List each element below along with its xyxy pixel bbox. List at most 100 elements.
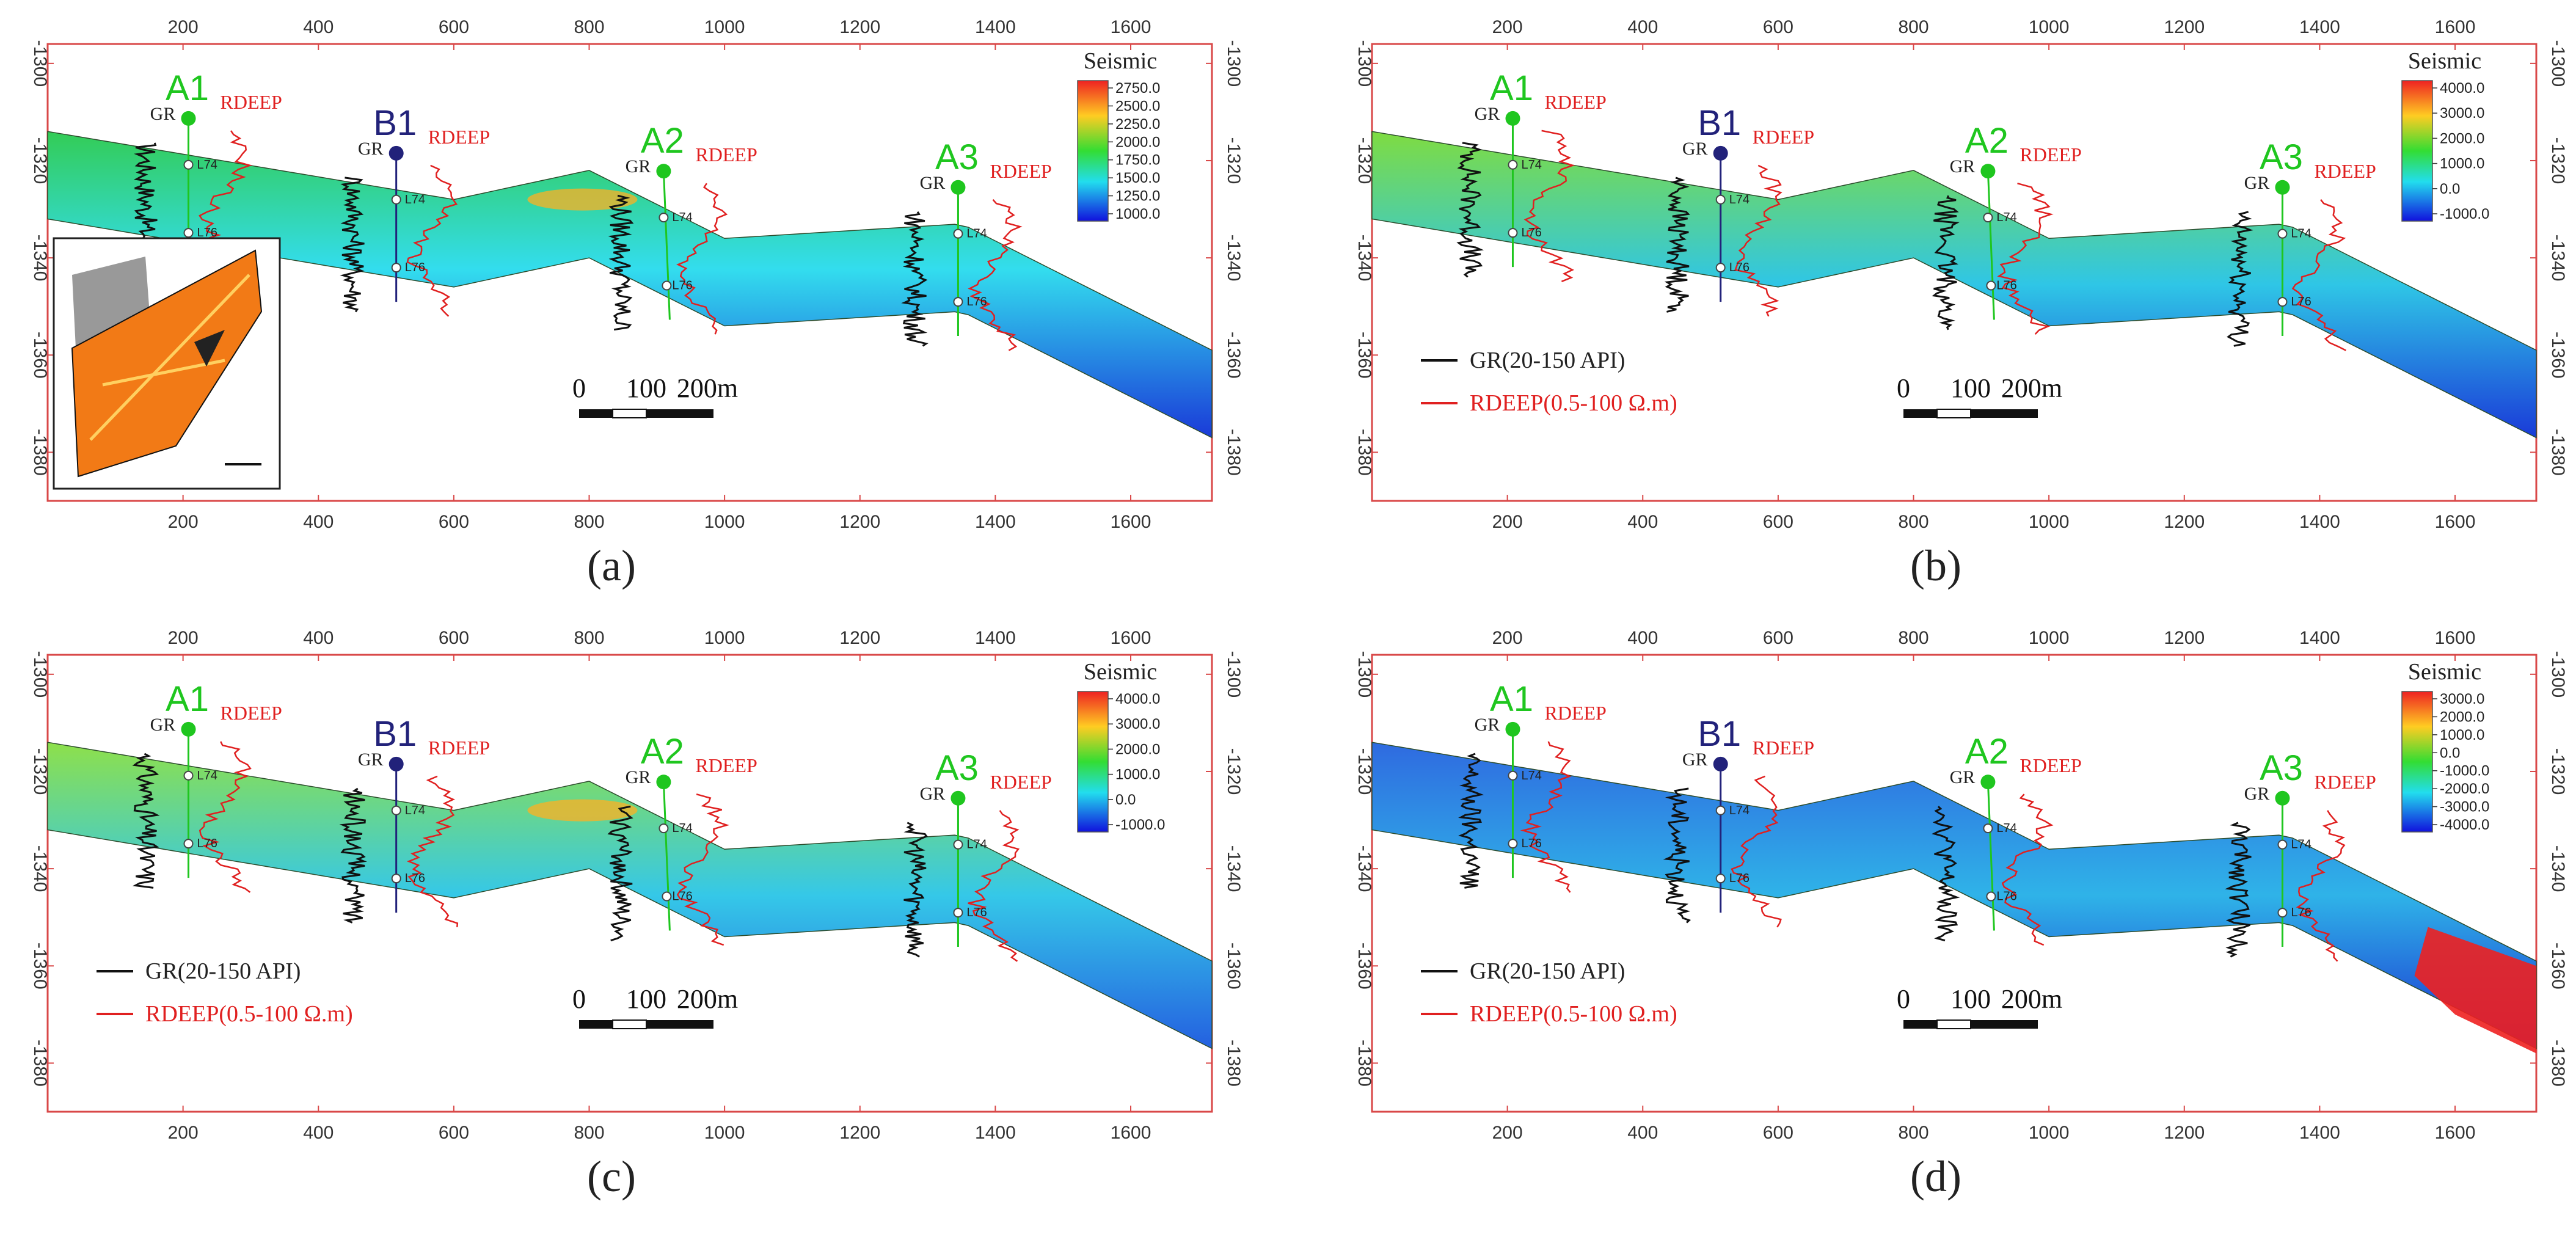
horizon-label-bottom: L76 [1729,261,1750,274]
scale-bar-seg [1936,409,1971,418]
well-name-label: A2 [641,732,684,771]
well-head-marker [656,164,671,179]
horizon-marker-top [183,770,194,781]
colorbar-tick-label: 0.0 [1115,792,1136,808]
x-tick-label-top: 1600 [2435,628,2476,648]
gr-log-label: GR [1682,749,1708,770]
x-tick-label-bottom: 800 [574,1123,604,1143]
horizon-marker-top [2277,228,2288,239]
colorbar-tick-label: 4000.0 [1115,691,1160,707]
horizon-label-bottom: L76 [2291,295,2311,308]
well-path [1987,171,1995,320]
scale-bar-seg [646,1020,713,1029]
well-head-marker [389,756,404,771]
well-path [662,171,671,320]
x-tick-label-top: 1600 [1111,628,1151,648]
horizon-label-bottom: L76 [966,906,987,919]
high-amplitude-patch [527,188,638,211]
colorbar-title: Seismic [1084,659,1157,685]
scale-bar-seg [1971,1020,2038,1029]
x-tick-label-bottom: 800 [574,512,604,532]
y-tick-label-left: -1380 [30,429,50,476]
gr-log-label: GR [626,767,651,787]
colorbar-tick-label: 0.0 [2440,745,2460,761]
x-tick-label-bottom: 800 [1898,512,1928,532]
y-tick-label-right: -1340 [1224,235,1244,282]
gr-curve [903,822,929,958]
horizon-marker-top [1983,213,1993,223]
x-tick-label-bottom: 1400 [2299,512,2340,532]
rdeep-curve [968,199,1023,351]
colorbar-tick-label: -1000.0 [1115,817,1165,833]
well-head-marker [1980,164,1996,179]
x-tick-label-bottom: 1600 [2435,512,2476,532]
well-name-label: B1 [1698,714,1741,754]
scale-bar-zero: 0 [1897,373,1910,403]
horizon-marker-bottom [391,873,401,884]
scale-bar-seg [612,1019,647,1029]
x-tick-label-top: 1400 [975,628,1016,648]
colorbar-tick-label: 2000.0 [1115,134,1160,150]
gr-log-label: GR [1950,767,1976,787]
scale-bar-seg [612,409,647,418]
colorbar-tick-label: 1000.0 [2440,156,2484,172]
horizon-label-top: L74 [1996,211,2016,224]
y-tick-label-left: -1360 [1354,943,1374,990]
colorbar-tick-label: -4000.0 [2440,817,2489,833]
rdeep-log-label: RDEEP [220,702,282,724]
y-tick-label-left: -1340 [1354,235,1374,282]
gr-curve [2227,211,2253,347]
horizon-label-bottom: L76 [197,226,217,239]
scale-bar-end: 200m [2001,373,2062,403]
y-tick-label-left: -1320 [1354,137,1374,184]
horizon-marker-top [953,228,963,239]
rdeep-curve [2291,199,2346,351]
y-tick-label-right: -1380 [2548,429,2568,476]
well-name-label: B1 [373,714,417,754]
horizon-marker-bottom [1508,228,1518,238]
x-tick-label-top: 1200 [839,628,880,648]
y-tick-label-left: -1380 [30,1040,50,1087]
x-tick-label-top: 400 [1627,17,1658,37]
scale-bar-mid: 100 [626,373,666,403]
inset-map-faults [89,274,250,441]
horizon-label-bottom: L76 [405,872,425,885]
rdeep-curve [676,183,728,335]
well-name-label: A3 [935,137,979,177]
rdeep-log-label: RDEEP [2020,754,2081,776]
horizon-label-bottom: L76 [1996,279,2016,292]
colorbar-title: Seismic [1084,48,1157,74]
x-tick-label-bottom: 1000 [2029,512,2070,532]
scale-bar-end: 200m [2001,984,2062,1014]
gr-log-label: GR [1682,139,1708,159]
colorbar-title: Seismic [2408,48,2481,74]
x-tick-label-top: 800 [1898,17,1928,37]
y-tick-label-right: -1300 [1224,651,1244,698]
rdeep-log-label: RDEEP [1753,737,1814,759]
horizon-marker-bottom [2277,908,2288,918]
horizon-marker-bottom [1508,839,1518,849]
gr-log-label: GR [920,784,946,804]
horizon-marker-top [1715,194,1726,205]
x-tick-label-bottom: 1200 [839,1123,880,1143]
horizon-marker-bottom [1986,280,1996,291]
horizon-label-bottom: L76 [1521,226,1541,239]
panel-c: 2002004004006006008008001000100012001200… [30,628,1244,1201]
horizon-label-top: L74 [1521,158,1541,172]
legend-gr-label: GR(20-150 API) [1470,348,1625,373]
x-tick-label-top: 600 [1763,17,1793,37]
horizon-marker-bottom [1715,263,1726,273]
y-tick-label-right: -1320 [1224,137,1244,184]
well-head-marker [181,721,196,737]
well-name-label: A3 [2260,137,2303,177]
well-head-marker [1713,756,1728,771]
seismic-band [1371,131,2537,439]
y-tick-label-right: -1360 [2548,943,2568,990]
x-tick-label-bottom: 1600 [1111,1123,1151,1143]
horizon-label-top: L74 [197,769,217,782]
x-tick-label-bottom: 200 [168,1123,199,1143]
y-tick-label-right: -1320 [1224,748,1244,795]
y-tick-label-right: -1380 [1224,429,1244,476]
well-name-label: A3 [2260,748,2303,788]
y-tick-label-left: -1340 [1354,845,1374,892]
